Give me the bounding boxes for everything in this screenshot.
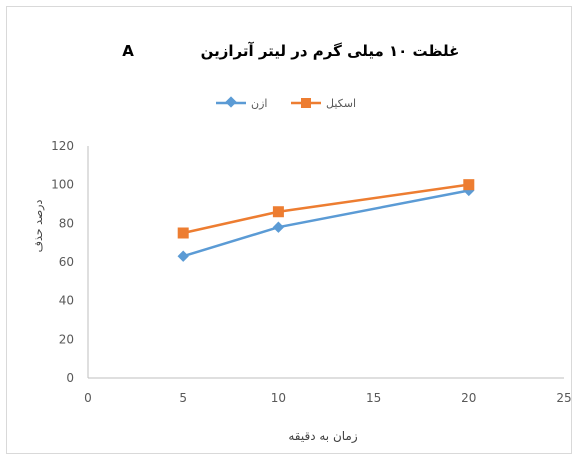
x-tick-label: 5: [179, 391, 187, 405]
x-tick-label: 0: [84, 391, 92, 405]
y-tick-label: 60: [59, 255, 74, 269]
legend: ازن اسکیل: [216, 96, 356, 110]
x-tick-label: 10: [271, 391, 286, 405]
x-tick-label: 15: [366, 391, 381, 405]
series-line-2: [182, 183, 469, 235]
panel-label: A: [122, 42, 134, 60]
data-point: [272, 206, 284, 218]
x-tick-label: 25: [556, 391, 571, 405]
data-point: [272, 221, 285, 233]
series-group: [177, 179, 475, 262]
data-point: [463, 179, 475, 191]
x-axis-label: زمان به دقیقه: [288, 429, 358, 444]
axes: [87, 146, 564, 379]
chart-title: غلظت ۱۰ میلی گرم در لیتر آترازین: [201, 42, 460, 60]
data-point: [177, 250, 189, 262]
x-tick-label: 20: [461, 391, 476, 405]
y-axis-label: درصد حذف: [32, 200, 45, 253]
tick-labels: 0 5 10 15 20 25 0 20 40 60 80 100 120: [51, 139, 572, 405]
y-tick-label: 80: [59, 216, 74, 230]
chart-frame: [6, 6, 572, 454]
y-tick-label: 0: [66, 371, 74, 385]
y-tick-label: 100: [51, 178, 74, 192]
legend-label-ozone: ازن: [251, 97, 267, 110]
legend-label-skill: اسکیل: [326, 97, 356, 110]
data-point: [177, 227, 189, 239]
y-tick-label: 40: [59, 294, 74, 308]
y-tick-label: 120: [51, 139, 74, 153]
y-tick-label: 20: [59, 332, 74, 346]
